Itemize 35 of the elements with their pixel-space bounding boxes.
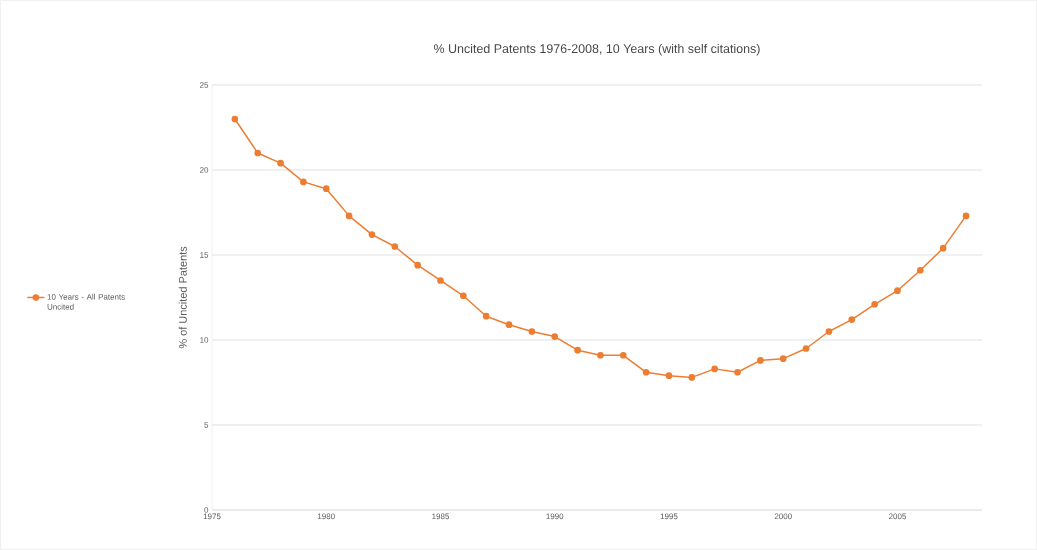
point xyxy=(574,346,581,354)
point xyxy=(482,312,490,320)
point xyxy=(665,372,673,380)
point xyxy=(391,243,399,250)
point xyxy=(368,231,376,238)
point xyxy=(779,355,787,363)
point xyxy=(254,149,262,157)
point xyxy=(825,328,833,335)
point xyxy=(551,333,559,340)
point xyxy=(916,266,924,274)
point xyxy=(894,287,901,295)
point xyxy=(642,368,650,376)
y-axis-title: % of Uncited Patents xyxy=(178,246,187,349)
point xyxy=(962,212,970,220)
point xyxy=(437,277,444,284)
point xyxy=(734,368,741,376)
point xyxy=(619,351,627,359)
point xyxy=(322,185,330,193)
point xyxy=(460,292,467,300)
point xyxy=(871,300,878,308)
chart-title: % Uncited Patents 1976-2008, 10 Years (with self citations) xyxy=(433,43,760,56)
point xyxy=(802,345,810,352)
point xyxy=(505,321,513,329)
point xyxy=(711,365,719,373)
point xyxy=(277,159,284,167)
point xyxy=(757,357,764,364)
point xyxy=(939,244,947,252)
point xyxy=(597,351,604,359)
point xyxy=(300,178,307,186)
point xyxy=(345,212,353,220)
point xyxy=(414,261,421,269)
point xyxy=(528,328,536,335)
point xyxy=(688,374,696,381)
point xyxy=(848,316,856,323)
point xyxy=(231,115,239,123)
